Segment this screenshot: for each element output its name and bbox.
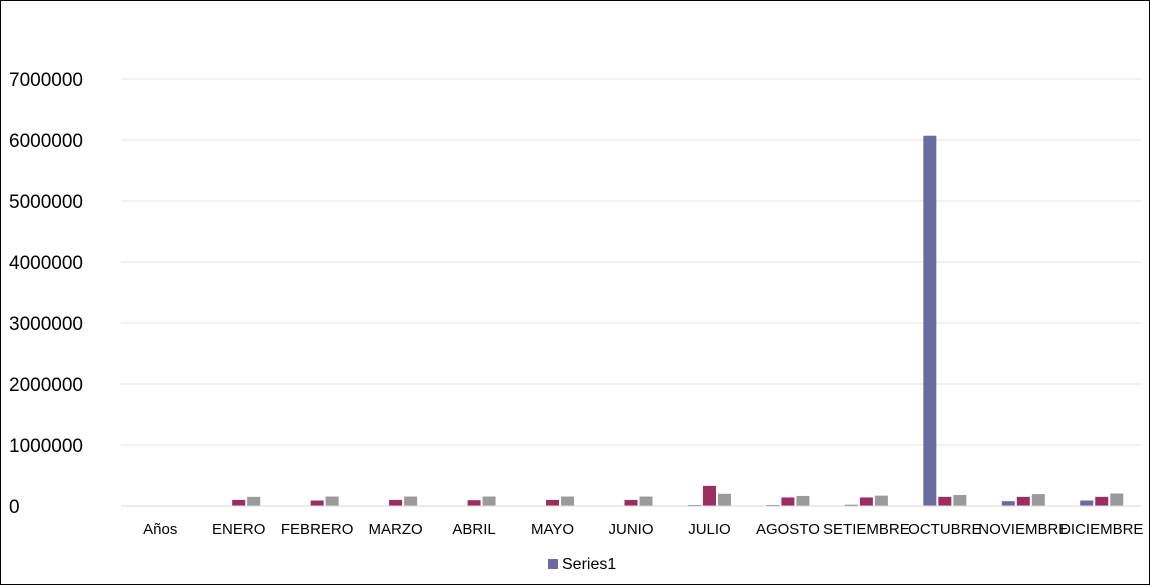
x-tick-label: FEBRERO: [281, 521, 354, 538]
bar: [389, 499, 403, 506]
bar: [844, 504, 858, 506]
x-tick-label: MARZO: [369, 521, 423, 538]
x-tick-label: JUNIO: [609, 521, 654, 538]
bar: [1001, 501, 1015, 506]
y-tick-label: 1000000: [9, 436, 83, 457]
x-tick-label: DICIEMBRE: [1060, 521, 1143, 538]
bar: [953, 495, 967, 506]
x-axis-ticks: Años ENERO FEBRERO MARZO ABRIL MAYO JUNIO JULIO…: [143, 521, 1143, 538]
bar: [702, 485, 716, 506]
x-tick-label: ENERO: [212, 521, 265, 538]
bar: [639, 496, 653, 506]
bars: [232, 135, 1124, 507]
bar: [546, 499, 560, 506]
y-tick-label: 4000000: [9, 253, 83, 274]
legend: Series1: [548, 556, 616, 573]
bar: [232, 499, 246, 506]
bar: [923, 135, 937, 507]
bar: [561, 496, 575, 506]
bar: [1016, 496, 1030, 506]
bar: [467, 500, 481, 506]
bar: [796, 495, 810, 506]
x-tick-label: AGOSTO: [756, 521, 820, 538]
x-tick-label: JULIO: [688, 521, 731, 538]
bar: [404, 496, 418, 506]
y-axis-ticks: 0 1000000 2000000 3000000 4000000 5000000 6000…: [9, 70, 83, 518]
bar: [859, 497, 873, 506]
bar: [310, 500, 324, 506]
bar: [781, 497, 795, 506]
bar: [1095, 496, 1109, 506]
bar: [1110, 493, 1124, 506]
legend-label-series1: Series1: [562, 556, 616, 573]
legend-swatch-series1: [548, 559, 558, 569]
y-tick-label: 0: [9, 497, 20, 518]
bar: [624, 499, 638, 506]
x-tick-label: SETIEMBRE: [823, 521, 910, 538]
gridlines: [121, 78, 1141, 446]
bar: [874, 495, 888, 506]
y-tick-label: 3000000: [9, 314, 83, 335]
bar: [1080, 500, 1094, 506]
bar: [325, 496, 339, 506]
x-tick-label: MAYO: [531, 521, 574, 538]
y-tick-label: 7000000: [9, 70, 83, 91]
x-tick-label: NOVIEMBRE: [978, 521, 1068, 538]
bar: [482, 496, 496, 506]
bar: [247, 496, 261, 506]
bar: [717, 493, 731, 506]
y-tick-label: 2000000: [9, 375, 83, 396]
x-tick-label: Años: [143, 521, 177, 538]
y-tick-label: 5000000: [9, 192, 83, 213]
x-tick-label: ABRIL: [452, 521, 495, 538]
bar: [938, 496, 952, 506]
bar: [1031, 494, 1045, 506]
y-tick-label: 6000000: [9, 131, 83, 152]
x-tick-label: OCTUBRE: [908, 521, 981, 538]
